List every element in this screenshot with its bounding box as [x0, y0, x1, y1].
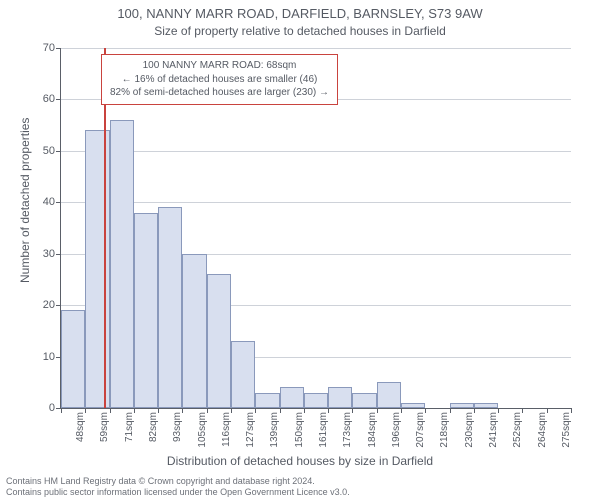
x-tick-label: 241sqm	[488, 412, 499, 448]
x-tick-label: 275sqm	[561, 412, 572, 448]
y-tick-mark	[56, 254, 61, 255]
x-tick-mark	[377, 408, 378, 413]
y-tick-mark	[56, 99, 61, 100]
footer-line-1: Contains HM Land Registry data © Crown c…	[6, 476, 594, 487]
x-tick-mark	[85, 408, 86, 413]
y-tick-mark	[56, 305, 61, 306]
x-tick-mark	[255, 408, 256, 413]
histogram-bar	[255, 393, 279, 408]
x-tick-mark	[134, 408, 135, 413]
y-tick-mark	[56, 202, 61, 203]
x-tick-mark	[182, 408, 183, 413]
y-tick-label: 40	[43, 196, 55, 208]
x-tick-mark	[231, 408, 232, 413]
histogram-bar	[280, 387, 304, 408]
x-tick-mark	[207, 408, 208, 413]
annotation-line-3: 82% of semi-detached houses are larger (…	[110, 86, 329, 100]
x-tick-label: 139sqm	[269, 412, 280, 448]
x-tick-label: 230sqm	[464, 412, 475, 448]
gridline	[61, 48, 571, 49]
y-tick-label: 50	[43, 145, 55, 157]
y-tick-label: 30	[43, 248, 55, 260]
x-tick-label: 184sqm	[367, 412, 378, 448]
annotation-line-1: 100 NANNY MARR ROAD: 68sqm	[110, 59, 329, 73]
y-tick-label: 70	[43, 42, 55, 54]
x-tick-label: 48sqm	[75, 412, 86, 442]
y-tick-mark	[56, 48, 61, 49]
x-tick-mark	[498, 408, 499, 413]
x-tick-label: 252sqm	[512, 412, 523, 448]
x-tick-mark	[450, 408, 451, 413]
footer-line-2: Contains public sector information licen…	[6, 487, 594, 498]
x-tick-mark	[401, 408, 402, 413]
x-tick-mark	[158, 408, 159, 413]
histogram-bar	[328, 387, 352, 408]
x-tick-label: 218sqm	[439, 412, 450, 448]
y-tick-mark	[56, 151, 61, 152]
x-tick-label: 116sqm	[221, 412, 232, 447]
chart-container: { "titles": { "main": "100, NANNY MARR R…	[0, 0, 600, 500]
x-tick-mark	[280, 408, 281, 413]
chart-title-sub: Size of property relative to detached ho…	[0, 21, 600, 38]
y-axis-label: Number of detached properties	[18, 118, 32, 283]
histogram-bar	[450, 403, 474, 408]
x-tick-label: 150sqm	[294, 412, 305, 448]
gridline	[61, 202, 571, 203]
histogram-bar	[110, 120, 134, 408]
x-tick-mark	[547, 408, 548, 413]
histogram-bar	[85, 130, 109, 408]
x-tick-mark	[328, 408, 329, 413]
x-tick-mark	[61, 408, 62, 413]
y-tick-label: 0	[49, 402, 55, 414]
histogram-bar	[377, 382, 401, 408]
x-tick-label: 82sqm	[148, 412, 159, 442]
chart-title-main: 100, NANNY MARR ROAD, DARFIELD, BARNSLEY…	[0, 0, 600, 21]
histogram-bar	[304, 393, 328, 408]
histogram-bar	[182, 254, 206, 408]
x-tick-mark	[571, 408, 572, 413]
histogram-bar	[231, 341, 255, 408]
y-tick-label: 20	[43, 299, 55, 311]
x-tick-label: 105sqm	[197, 412, 208, 448]
histogram-bar	[158, 207, 182, 408]
plot-area: 01020304050607048sqm59sqm71sqm82sqm93sqm…	[60, 48, 571, 409]
histogram-bar	[474, 403, 498, 408]
x-tick-label: 264sqm	[537, 412, 548, 448]
x-tick-label: 71sqm	[124, 412, 135, 442]
histogram-bar	[134, 213, 158, 408]
x-tick-mark	[522, 408, 523, 413]
y-tick-label: 10	[43, 351, 55, 363]
x-tick-mark	[110, 408, 111, 413]
histogram-bar	[352, 393, 376, 408]
x-tick-label: 173sqm	[342, 412, 353, 448]
x-tick-mark	[425, 408, 426, 413]
histogram-bar	[61, 310, 85, 408]
x-tick-label: 161sqm	[318, 412, 329, 448]
x-tick-label: 127sqm	[245, 412, 256, 448]
annotation-line-2: ← 16% of detached houses are smaller (46…	[110, 73, 329, 87]
x-tick-label: 207sqm	[415, 412, 426, 448]
x-axis-label: Distribution of detached houses by size …	[0, 454, 600, 468]
y-tick-label: 60	[43, 93, 55, 105]
x-tick-mark	[474, 408, 475, 413]
x-tick-label: 93sqm	[172, 412, 183, 442]
x-tick-label: 196sqm	[391, 412, 402, 448]
histogram-bar	[401, 403, 425, 408]
histogram-bar	[207, 274, 231, 408]
annotation-box: 100 NANNY MARR ROAD: 68sqm ← 16% of deta…	[101, 54, 338, 105]
x-tick-mark	[304, 408, 305, 413]
footer-attribution: Contains HM Land Registry data © Crown c…	[6, 476, 594, 499]
x-tick-label: 59sqm	[99, 412, 110, 442]
x-tick-mark	[352, 408, 353, 413]
gridline	[61, 151, 571, 152]
